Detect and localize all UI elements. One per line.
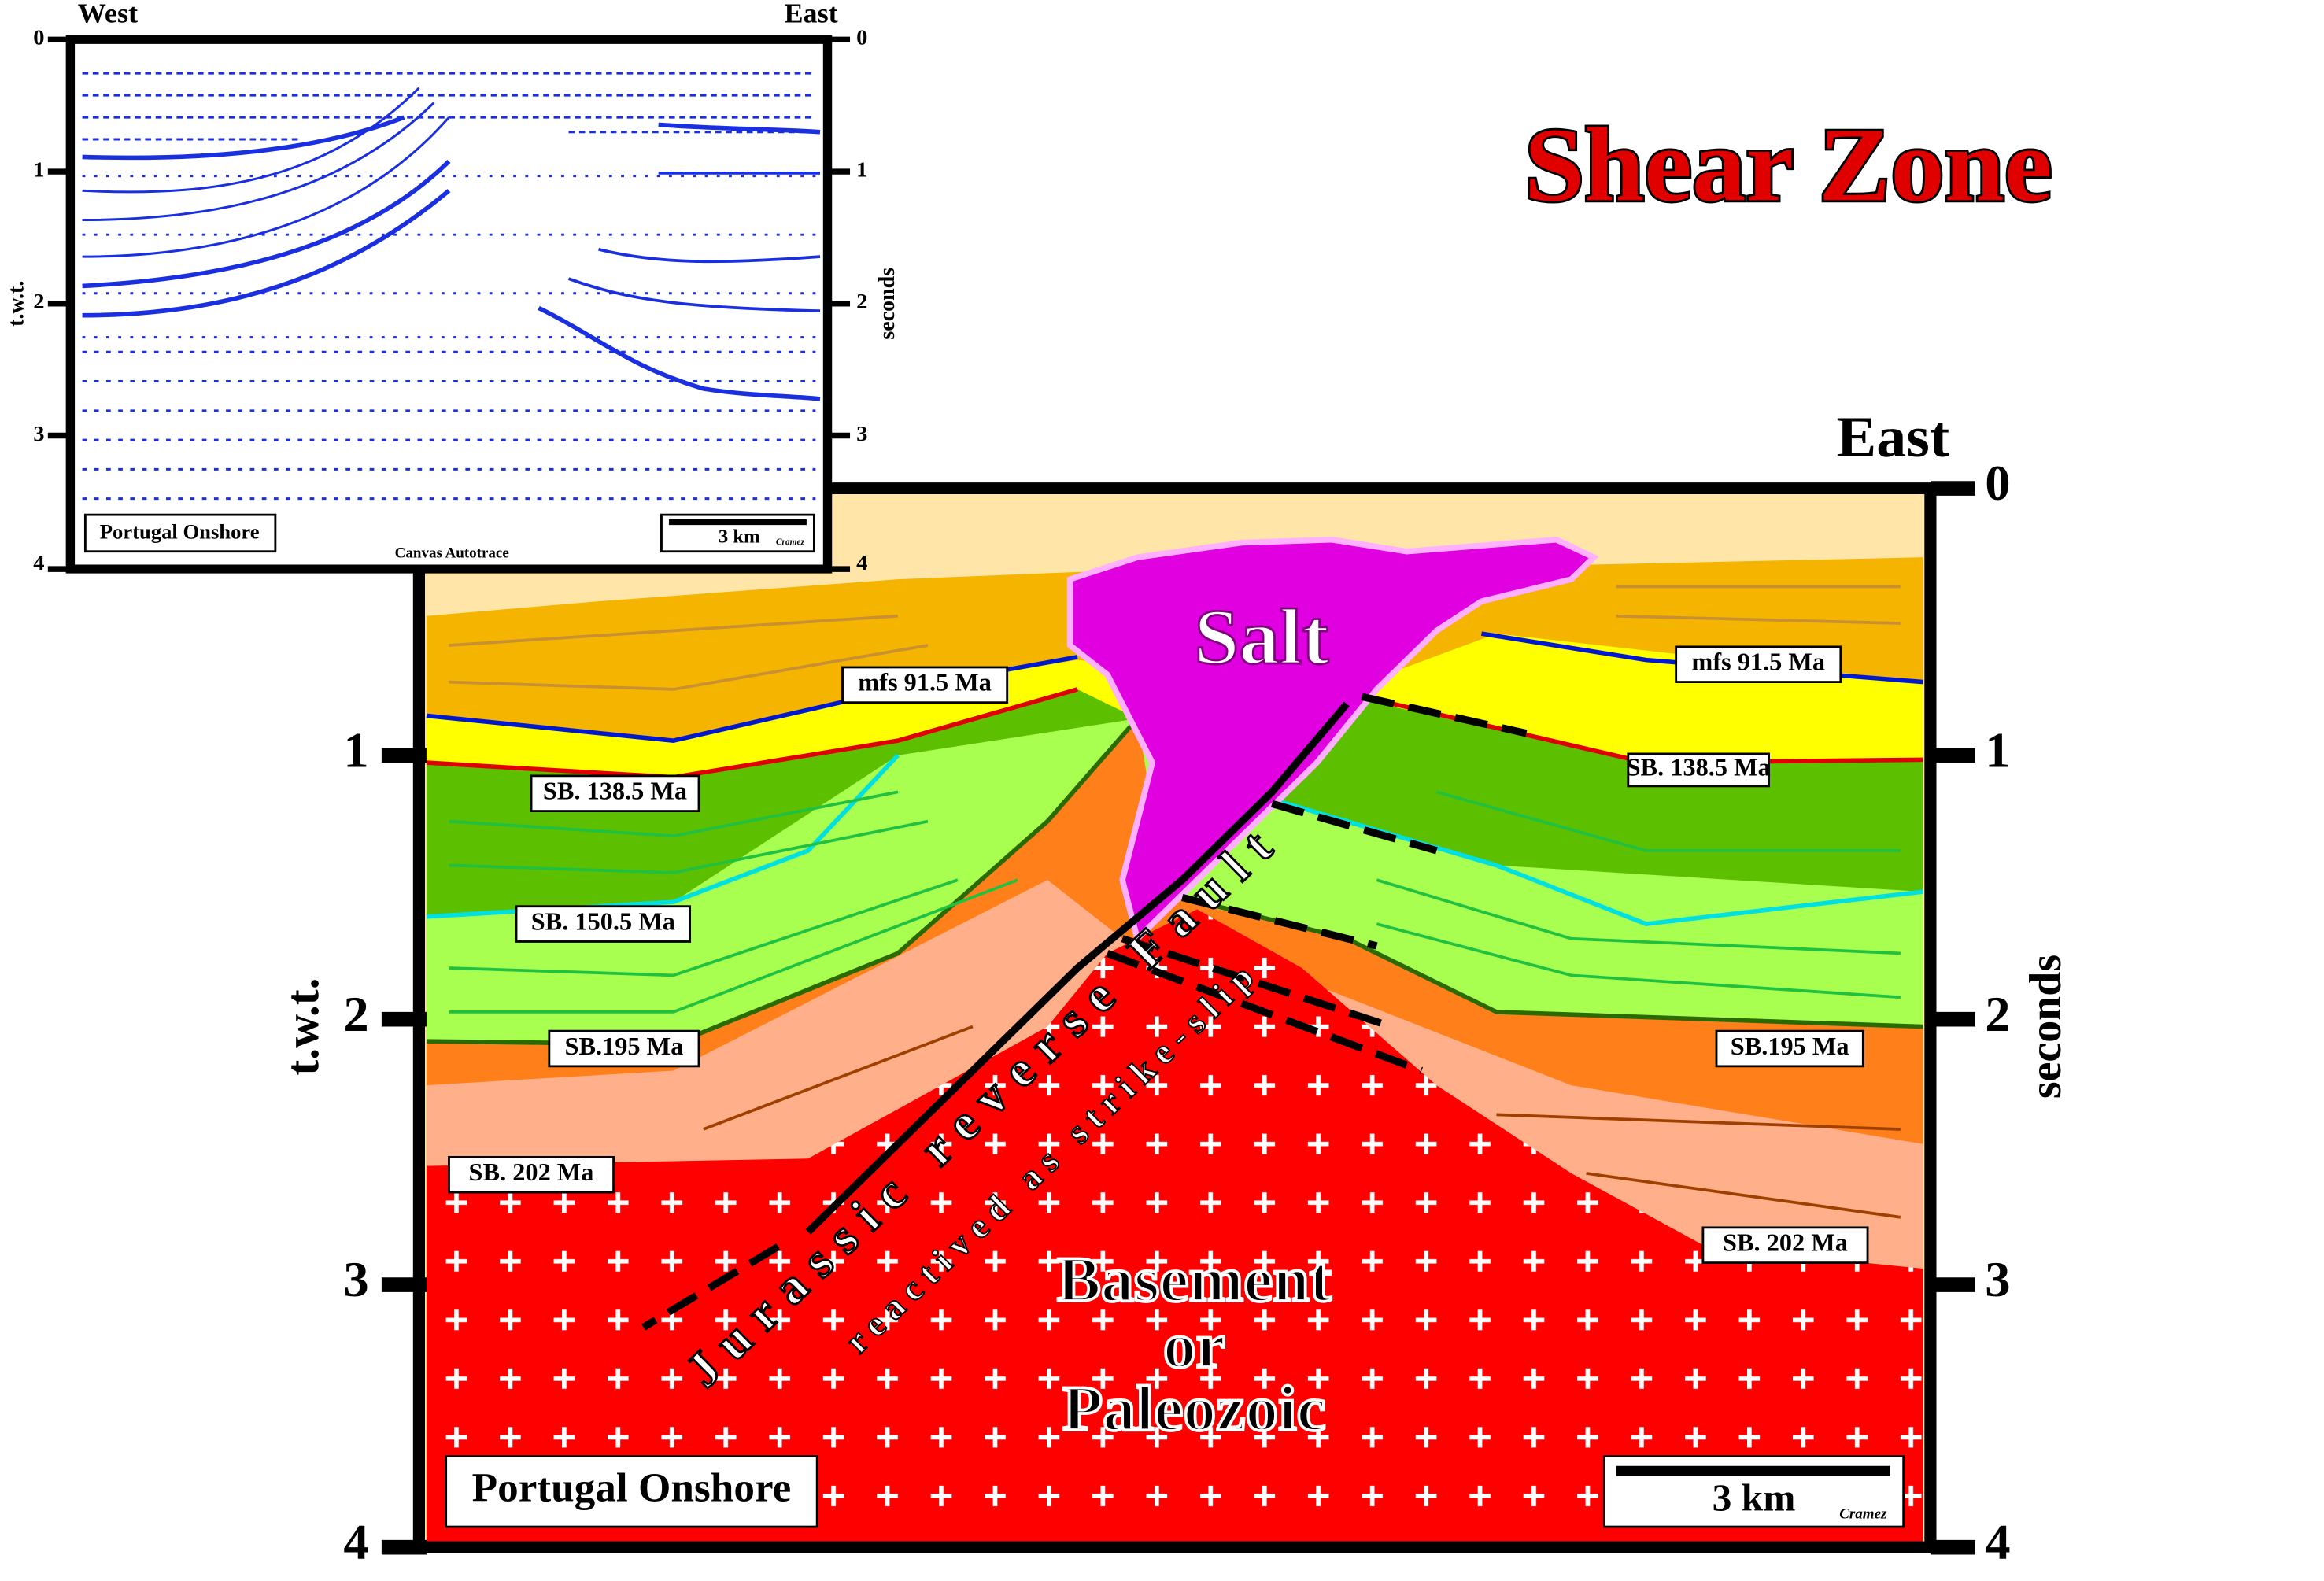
location-label: Portugal Onshore — [472, 1465, 792, 1510]
inset-tick-marks — [47, 36, 851, 572]
basement — [426, 909, 1923, 1548]
label-box — [1715, 1029, 1864, 1068]
credit: Cramez — [1839, 1506, 1887, 1523]
horizon-label: SB. 202 Ma — [469, 1158, 594, 1186]
horizon-label: SB. 150.5 Ma — [531, 907, 675, 936]
direction-label: West — [78, 0, 138, 29]
tick-label: 2 — [856, 290, 867, 314]
basement-line: or — [1163, 1309, 1225, 1381]
location-label: Portugal Onshore — [100, 521, 260, 544]
tick-label: 3 — [1985, 1252, 2010, 1307]
salt-label: Salt — [1194, 593, 1328, 681]
tick-label: 4 — [1985, 1514, 2010, 1569]
horizon-label: mfs 91.5 Ma — [858, 668, 992, 696]
horizon-label: SB. 202 Ma — [1723, 1228, 1848, 1257]
label-box — [1701, 1226, 1869, 1264]
tick-label: 3 — [343, 1252, 368, 1307]
horizon-label: SB. 138.5 Ma — [1627, 753, 1771, 781]
basement-label: Basement or Paleozoic — [1055, 1242, 1333, 1446]
direction-label: East — [1837, 405, 1950, 470]
bedding — [449, 790, 1018, 1014]
tick-label: 3 — [33, 422, 44, 446]
tick-label: 0 — [856, 26, 867, 50]
direction-label: East — [784, 0, 837, 29]
bedding — [1376, 790, 1901, 999]
tick-label: 4 — [33, 551, 44, 575]
fault — [805, 701, 1350, 1235]
credit: Cramez — [776, 537, 805, 547]
tick-label: 4 — [343, 1514, 368, 1569]
tick-marks — [381, 481, 1975, 1555]
location-box — [83, 513, 277, 553]
tick-label: 1 — [33, 158, 44, 183]
label-box — [515, 905, 692, 943]
horizon-label: SB. 138.5 Ma — [543, 777, 687, 805]
label-box — [530, 774, 700, 812]
seismic-inset — [47, 35, 851, 574]
basement-line: Paleozoic — [1062, 1372, 1325, 1444]
tick-label: 2 — [33, 290, 44, 314]
scale-label: 3 km — [719, 526, 760, 548]
horizon-label: mfs 91.5 Ma — [1691, 648, 1825, 676]
tick-label: 1 — [343, 722, 368, 778]
horizon-label: SB.195 Ma — [564, 1032, 683, 1060]
label-box — [1627, 752, 1770, 788]
bedding — [449, 585, 1901, 691]
dashed-horizon — [1106, 693, 1528, 1074]
seismic-reflectors — [82, 72, 821, 501]
axis-label: t.w.t. — [275, 977, 329, 1075]
tick-label: 1 — [1985, 722, 2010, 778]
software-label: Canvas Autotrace — [395, 545, 509, 562]
location-box — [445, 1455, 818, 1528]
salt-body — [1066, 537, 1599, 945]
cross-section — [381, 481, 1975, 1555]
basement-line: Basement — [1057, 1243, 1332, 1315]
fault-dashed — [641, 1243, 781, 1331]
bedding — [703, 1025, 1901, 1219]
tick-label: 4 — [856, 551, 867, 575]
horizon-labels: mfs 91.5 Ma SB. 138.5 Ma SB. 150.5 Ma SB… — [448, 645, 1869, 1264]
horizon-sb138 — [426, 687, 1078, 780]
axis-label: seconds — [875, 268, 900, 340]
title: Shear Zone — [1524, 107, 2052, 223]
axis-label: t.w.t. — [4, 281, 28, 327]
axis-label: seconds — [2022, 955, 2071, 1099]
tick-label: 0 — [33, 26, 44, 50]
tick-label: 2 — [343, 986, 368, 1041]
label-box — [548, 1029, 700, 1068]
tick-label: 2 — [1985, 986, 2010, 1041]
tick-label: 1 — [856, 158, 867, 183]
horizon-label: SB.195 Ma — [1731, 1032, 1849, 1060]
tick-label: 3 — [856, 422, 867, 446]
scale-label: 3 km — [1713, 1476, 1796, 1519]
label-box — [1675, 645, 1842, 683]
label-box — [841, 666, 1009, 704]
tick-label: 0 — [1985, 456, 2010, 511]
label-box — [448, 1156, 615, 1194]
horizon-sb195 — [1181, 895, 1923, 1029]
